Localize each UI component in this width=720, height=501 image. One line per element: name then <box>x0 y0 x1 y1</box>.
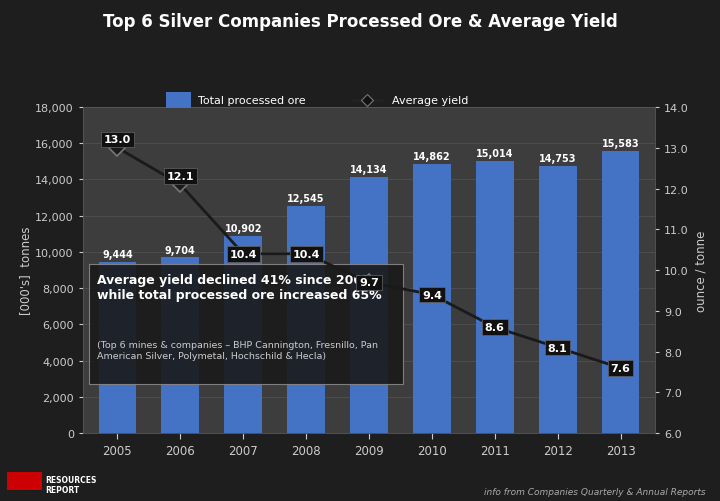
Bar <box>476 162 513 433</box>
Bar <box>7 472 42 490</box>
Text: 13.0: 13.0 <box>104 135 131 145</box>
Text: 12.1: 12.1 <box>166 172 194 182</box>
Text: Average yield declined 41% since 2005
while total processed ore increased 65%: Average yield declined 41% since 2005 wh… <box>97 274 382 302</box>
Bar <box>350 178 388 433</box>
Bar <box>539 166 577 433</box>
Text: 14,134: 14,134 <box>350 165 388 175</box>
Text: info from Companies Quarterly & Annual Reports: info from Companies Quarterly & Annual R… <box>484 487 706 496</box>
Text: 10.4: 10.4 <box>292 249 320 259</box>
Text: RESOURCES
REPORT: RESOURCES REPORT <box>45 475 97 494</box>
Text: 14,862: 14,862 <box>413 152 451 162</box>
Text: (Top 6 mines & companies – BHP Cannington, Fresnillo, Pan
American Silver, Polym: (Top 6 mines & companies – BHP Canningto… <box>97 341 378 360</box>
Text: 15,014: 15,014 <box>476 149 513 159</box>
Text: Total processed ore: Total processed ore <box>198 96 305 106</box>
Text: 10.4: 10.4 <box>230 249 257 259</box>
Text: 9.4: 9.4 <box>422 290 442 300</box>
Text: Average yield: Average yield <box>392 96 469 106</box>
Bar <box>161 258 199 433</box>
Bar <box>602 151 639 433</box>
FancyBboxPatch shape <box>89 264 403 385</box>
Bar <box>99 263 136 433</box>
Text: 9,444: 9,444 <box>102 250 132 260</box>
Text: 8.6: 8.6 <box>485 323 505 333</box>
Y-axis label: ounce / tonne: ounce / tonne <box>695 230 708 311</box>
Bar <box>287 206 325 433</box>
Text: 14,753: 14,753 <box>539 154 577 164</box>
Text: Top 6 Silver Companies Processed Ore & Average Yield: Top 6 Silver Companies Processed Ore & A… <box>103 13 617 31</box>
Bar <box>166 93 191 109</box>
Bar <box>413 164 451 433</box>
Text: 7.6: 7.6 <box>611 363 631 373</box>
Text: 15,583: 15,583 <box>602 139 639 149</box>
Text: 10,902: 10,902 <box>225 223 262 233</box>
Y-axis label: [000's]  tonnes: [000's] tonnes <box>19 226 32 315</box>
Bar <box>225 236 262 433</box>
Text: 9.7: 9.7 <box>359 278 379 288</box>
Text: 12,545: 12,545 <box>287 194 325 204</box>
Text: 8.1: 8.1 <box>548 343 567 353</box>
Text: 9,704: 9,704 <box>165 245 196 255</box>
